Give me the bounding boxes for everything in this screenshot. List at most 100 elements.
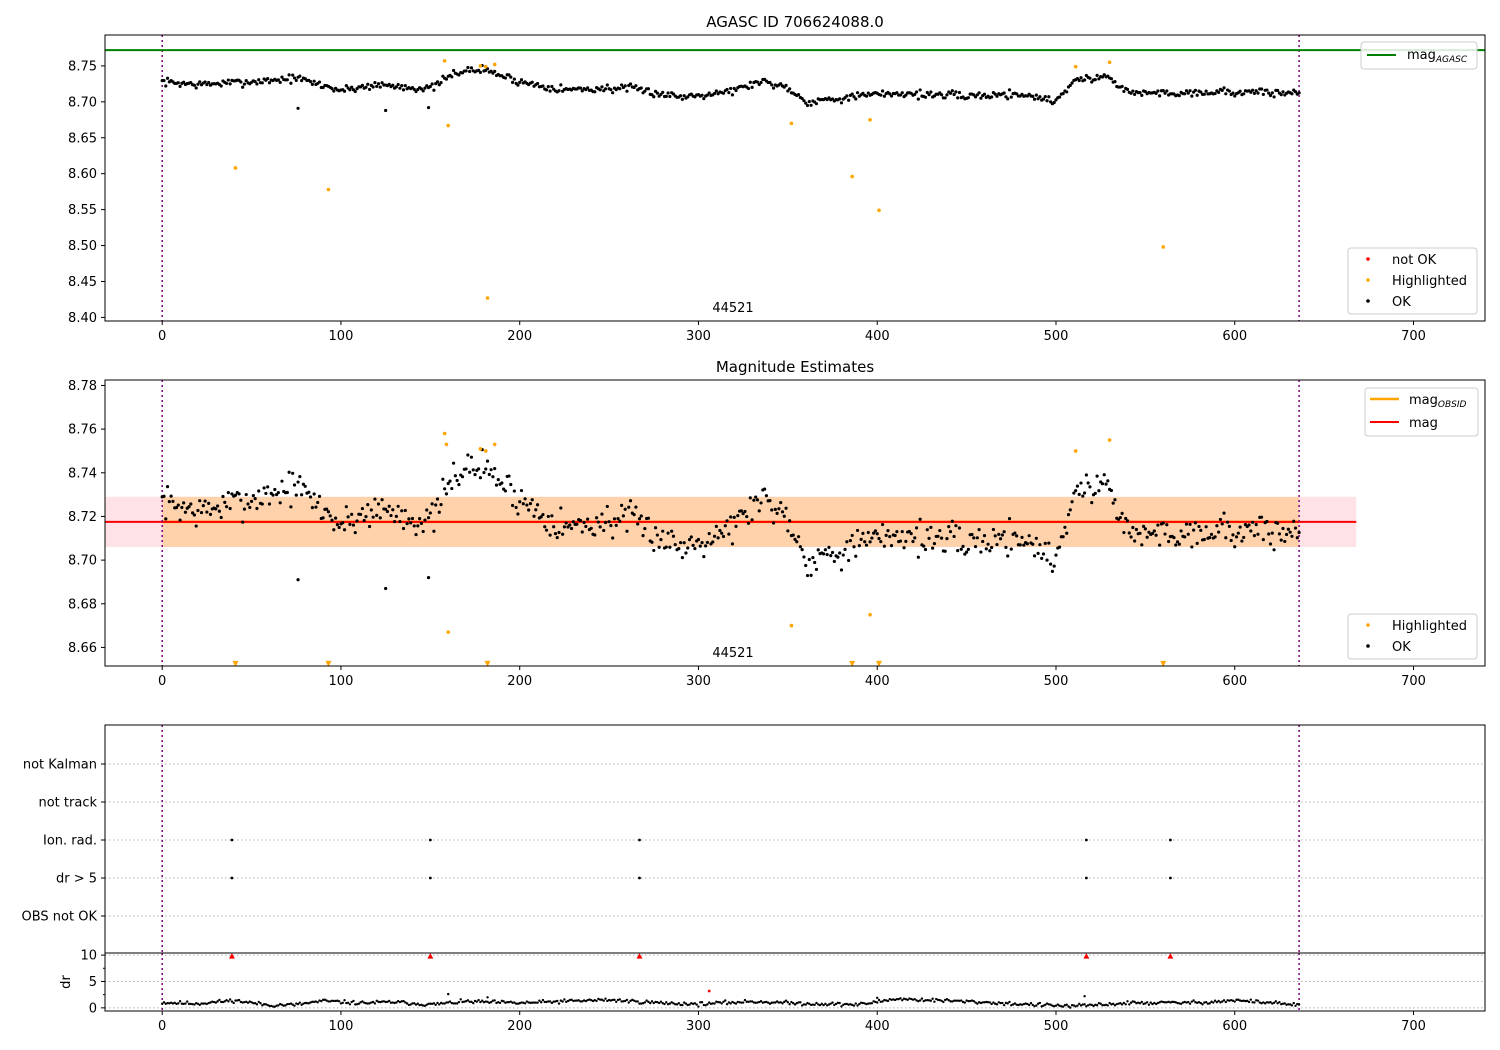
agasc-ok-point — [979, 96, 983, 100]
mag-estimates-ytick-label: 8.78 — [68, 379, 97, 394]
agasc-ok-point — [224, 81, 229, 86]
agasc-ok-point — [1109, 77, 1113, 81]
mag-estimates-ok-point — [1283, 539, 1287, 544]
agasc-ok-point — [1068, 83, 1072, 87]
mag-estimates-ok-point — [916, 555, 920, 559]
mag-estimates-ok-point — [419, 521, 423, 525]
mag-estimates-ok-point — [1158, 543, 1162, 547]
agasc-ok-point — [280, 75, 284, 79]
agasc-ok-point — [1065, 90, 1069, 94]
agasc-axes-frame — [104, 34, 1486, 322]
agasc-ok-point — [255, 82, 259, 86]
agasc-ok-point — [1251, 88, 1255, 92]
mag-estimates-ok-point — [598, 525, 602, 529]
mag-estimates-ok-point — [882, 544, 886, 548]
agasc-ok-point — [1070, 81, 1074, 85]
mag-estimates-ok-point — [267, 502, 272, 506]
mag-estimates-ok-point — [312, 492, 316, 496]
mag-estimates-ok-point — [850, 533, 854, 538]
dr-point — [1244, 999, 1247, 1003]
mag-estimates-ok-point — [1047, 541, 1051, 545]
mag-estimates-ok-point — [948, 530, 953, 534]
dr-point — [741, 1001, 745, 1004]
dr-point — [543, 1000, 546, 1004]
dr-point — [1044, 1003, 1047, 1007]
dr-point — [1170, 1000, 1174, 1004]
agasc-ok-point — [348, 88, 352, 92]
agasc-ok-point — [586, 86, 590, 90]
dr-point — [404, 1001, 407, 1004]
mag-estimates-ok-point — [1270, 531, 1274, 535]
flag-point — [428, 876, 432, 880]
agasc-ok-point — [1077, 78, 1081, 83]
mag-estimates-ok-point — [929, 525, 933, 529]
mag-estimates-highlighted-point — [483, 449, 488, 453]
dr-point — [901, 999, 904, 1002]
mag-estimates-ok-point — [1043, 541, 1047, 546]
mag-estimates-ok-point — [291, 471, 295, 475]
mag-estimates-ok-point — [909, 531, 913, 536]
dr-point — [216, 1000, 219, 1003]
mag-estimates-ok-point — [285, 490, 289, 495]
dr-point — [447, 1001, 450, 1004]
mag-estimates-ok-point — [977, 528, 981, 532]
mag-estimates-ok-point — [471, 468, 475, 472]
dr-point — [1265, 1001, 1269, 1004]
dr-point — [581, 1000, 584, 1003]
agasc-ok-point — [1272, 95, 1276, 99]
dr-point — [902, 997, 906, 1000]
mag-estimates-ok-point — [1075, 484, 1080, 488]
dr-point — [423, 1004, 427, 1008]
mag-estimates-ok-point — [1231, 533, 1235, 537]
dr-point — [477, 998, 480, 1002]
agasc-ok-point — [451, 68, 456, 73]
dr-point — [584, 999, 588, 1003]
agasc-ok-point — [162, 78, 166, 83]
dr-point — [1292, 1001, 1295, 1005]
mag-estimates-ok-point — [296, 578, 300, 582]
dr-point — [1231, 999, 1235, 1002]
dr-point — [1210, 1000, 1213, 1003]
agasc-ok-point — [956, 96, 960, 100]
dr-point — [1190, 1000, 1194, 1003]
dr-point — [936, 998, 940, 1002]
dr-point — [702, 1003, 706, 1007]
mag-estimates-ok-point — [292, 483, 297, 487]
mag-estimates-ok-point — [325, 507, 329, 511]
mag-estimates-ok-point — [1022, 543, 1026, 547]
mag-estimates-ok-point — [845, 540, 849, 544]
dr-axes-frame — [104, 952, 1486, 1012]
agasc-ok-point — [786, 89, 790, 93]
dr-point — [1288, 1003, 1292, 1006]
agasc-ok-point — [518, 80, 522, 84]
dr-point — [1106, 1004, 1110, 1007]
mag-estimates-offscale-marker — [1160, 660, 1167, 667]
dr-ytick-label: 5 — [89, 975, 97, 990]
agasc-ok-point — [198, 80, 202, 84]
agasc-ok-point — [1217, 90, 1221, 94]
dr-point — [1246, 999, 1249, 1003]
mag-estimates-ok-point — [1077, 492, 1081, 496]
dr-point — [1049, 1003, 1052, 1006]
dr-point — [858, 1002, 861, 1006]
dr-point — [561, 1000, 564, 1003]
mag-estimates-ok-point — [998, 537, 1003, 541]
mag-estimates-ok-point — [376, 502, 381, 506]
dr-point — [447, 992, 450, 996]
mag-estimates-ok-point — [714, 524, 718, 528]
mag-estimates-ok-point — [221, 494, 225, 499]
mag-estimates-ok-point — [1224, 536, 1228, 540]
mag-estimates-ok-point — [829, 554, 833, 558]
mag-estimates-ok-point — [535, 503, 540, 507]
agasc-ok-point — [866, 91, 870, 95]
mag-estimates-ok-point — [342, 528, 347, 532]
dr-point — [498, 1001, 502, 1005]
dr-point — [802, 1003, 806, 1006]
dr-point — [656, 1000, 659, 1004]
dr-point — [922, 999, 925, 1003]
agasc-ok-point — [995, 94, 999, 98]
agasc-ok-point — [578, 86, 583, 90]
agasc-ok-point — [1043, 95, 1047, 99]
dr-point — [563, 998, 566, 1001]
agasc-ok-point — [178, 84, 182, 88]
